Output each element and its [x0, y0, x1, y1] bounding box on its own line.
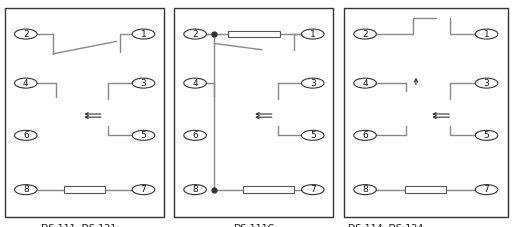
- Bar: [344, 8, 508, 217]
- Text: 4: 4: [23, 79, 29, 88]
- Text: 5: 5: [141, 131, 146, 140]
- Text: 8: 8: [192, 185, 198, 194]
- Text: 1: 1: [141, 30, 146, 39]
- Text: 3: 3: [310, 79, 315, 88]
- Text: 1: 1: [484, 30, 489, 39]
- Bar: [174, 8, 333, 217]
- Text: 8: 8: [362, 185, 368, 194]
- Bar: [243, 186, 294, 193]
- Text: 2: 2: [23, 30, 29, 39]
- Text: 7: 7: [484, 185, 489, 194]
- Text: DS-111  DS-121
DS-112  DS-122
DS-113  DS-123: DS-111 DS-121 DS-112 DS-122 DS-113 DS-12…: [41, 224, 116, 227]
- Text: 6: 6: [192, 131, 198, 140]
- Text: 6: 6: [23, 131, 29, 140]
- Text: 4: 4: [362, 79, 368, 88]
- Text: 5: 5: [310, 131, 315, 140]
- Text: 5: 5: [484, 131, 489, 140]
- Bar: [405, 186, 446, 193]
- Text: 2: 2: [362, 30, 368, 39]
- Text: 6: 6: [362, 131, 368, 140]
- Text: 1: 1: [310, 30, 315, 39]
- Text: 3: 3: [141, 79, 146, 88]
- Text: 8: 8: [23, 185, 29, 194]
- Text: 2: 2: [192, 30, 198, 39]
- Bar: [228, 31, 280, 37]
- Text: 7: 7: [310, 185, 315, 194]
- Text: 3: 3: [484, 79, 489, 88]
- Bar: [5, 8, 164, 217]
- Bar: [64, 186, 105, 193]
- Text: DS-114  DS-124
DS-115  DS-125
DS-116  DS-126: DS-114 DS-124 DS-115 DS-125 DS-116 DS-12…: [348, 224, 423, 227]
- Text: DS-111C
DS-112C
DS-113C: DS-111C DS-112C DS-113C: [233, 224, 274, 227]
- Text: 7: 7: [141, 185, 146, 194]
- Text: 4: 4: [192, 79, 198, 88]
